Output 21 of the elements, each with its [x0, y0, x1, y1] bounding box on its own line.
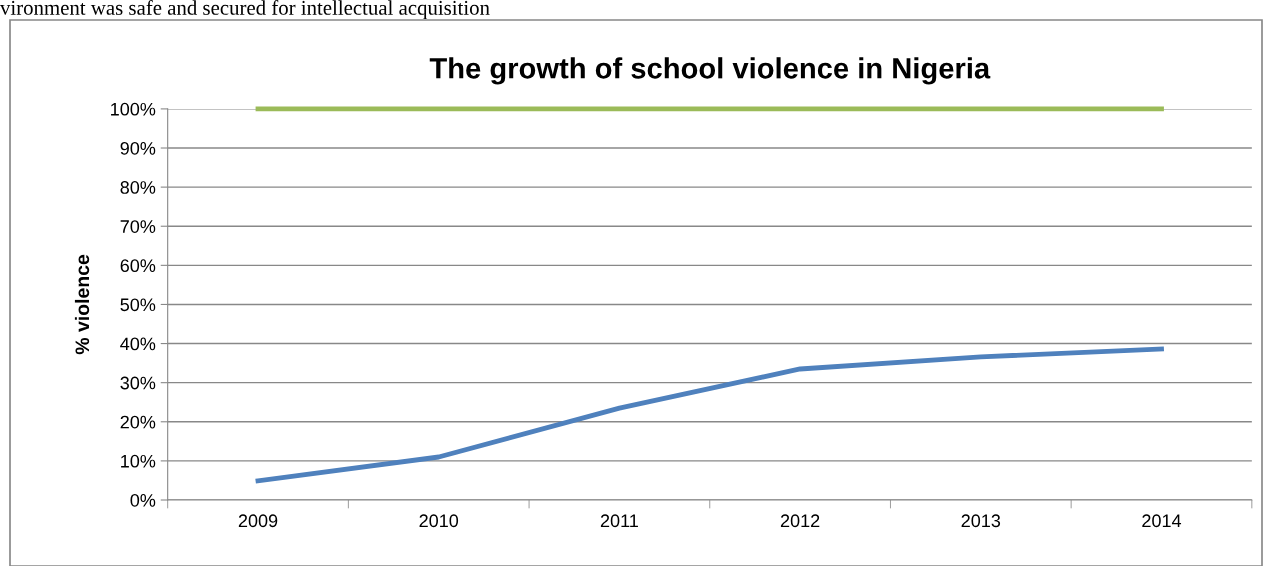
x-tick-label: 2013 — [961, 514, 1001, 528]
x-tick-label: 2011 — [600, 514, 638, 528]
y-tick-label: 20% — [120, 415, 156, 429]
y-tick-label: 70% — [120, 220, 156, 233]
text: vironment was safe and secured for intellectual acquisition — [0, 0, 490, 20]
line-series — [255, 346, 1164, 484]
y-tick-label: 60% — [120, 259, 156, 273]
y-tick-label: 80% — [120, 181, 156, 194]
x-tick-label: 2012 — [780, 514, 820, 528]
x-tick-label: 2009 — [238, 514, 278, 528]
y-tick-label: 90% — [120, 141, 156, 155]
x-tick-label: 2014 — [1142, 514, 1182, 528]
y-axis-title: % violence — [74, 254, 90, 355]
x-tick-label: 2010 — [419, 514, 459, 528]
chart-title: The growth of school violence in Nigeria — [429, 57, 991, 85]
y-tick-label: 50% — [120, 298, 156, 312]
y-tick-label: 40% — [120, 337, 156, 351]
y-tick-label: 0% — [130, 493, 156, 507]
y-tick-label: 100% — [111, 102, 156, 116]
y-tick-label: 30% — [120, 376, 156, 390]
y-tick-label: 10% — [121, 454, 156, 468]
